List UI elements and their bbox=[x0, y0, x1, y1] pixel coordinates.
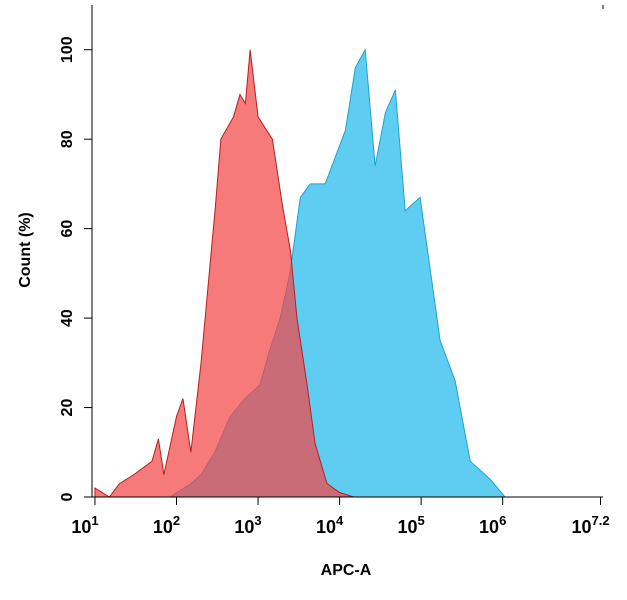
x-tick-label: 104 bbox=[316, 513, 344, 537]
y-tick-label: 20 bbox=[59, 399, 76, 417]
x-tick-exponent: 5 bbox=[418, 513, 425, 528]
x-tick-base: 10 bbox=[71, 517, 91, 537]
y-tick-label: 80 bbox=[59, 130, 76, 148]
x-tick-label: 102 bbox=[153, 513, 180, 537]
histogram-area bbox=[94, 49, 355, 498]
x-tick-base: 10 bbox=[316, 517, 336, 537]
y-tick-label: 40 bbox=[59, 309, 76, 327]
x-tick-base: 10 bbox=[153, 517, 173, 537]
y-tick-label: 0 bbox=[59, 492, 76, 501]
x-tick-exponent: 3 bbox=[254, 513, 261, 528]
y-tick-label: 100 bbox=[59, 36, 76, 63]
x-tick-base: 10 bbox=[571, 517, 591, 537]
x-tick-label: 107.2 bbox=[571, 513, 609, 537]
x-tick-exponent: 4 bbox=[336, 513, 344, 528]
x-tick-label: 105 bbox=[397, 513, 424, 537]
x-tick-label: 103 bbox=[234, 513, 261, 537]
x-tick-exponent: 7.2 bbox=[591, 513, 609, 528]
x-axis-label: APC-A bbox=[321, 562, 372, 579]
x-tick-exponent: 1 bbox=[91, 513, 98, 528]
y-tick-label: 60 bbox=[59, 220, 76, 238]
x-tick-exponent: 2 bbox=[173, 513, 180, 528]
y-axis-label: Count (%) bbox=[17, 212, 34, 288]
x-tick-base: 10 bbox=[479, 517, 499, 537]
x-tick-label: 101 bbox=[71, 513, 98, 537]
x-tick-label: 106 bbox=[479, 513, 506, 537]
x-tick-base: 10 bbox=[397, 517, 417, 537]
x-tick-exponent: 6 bbox=[499, 513, 506, 528]
x-tick-base: 10 bbox=[234, 517, 254, 537]
